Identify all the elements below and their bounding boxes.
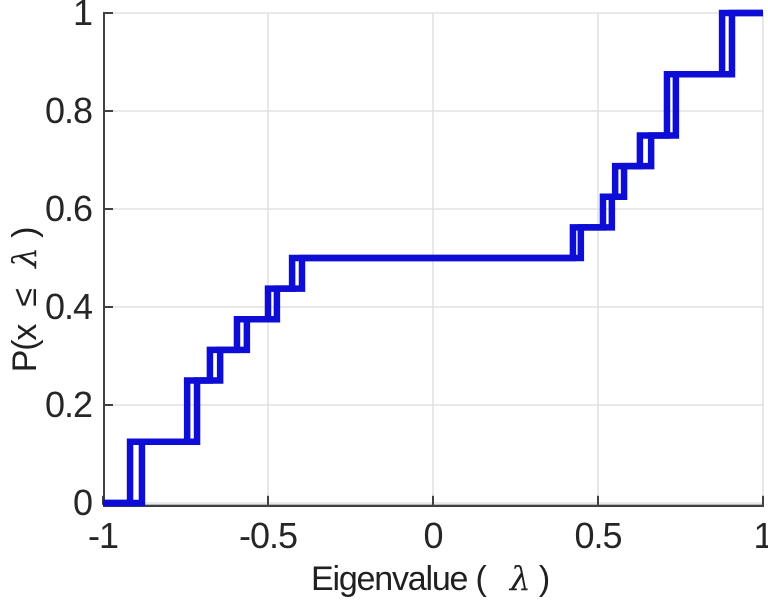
x-tick-label: 0: [423, 515, 442, 556]
x-tick-label: 1: [753, 515, 768, 556]
y-axis-title-close: ): [6, 228, 44, 238]
ecdf-curve-right: [103, 9, 763, 507]
x-axis-title: Eigenvalue ( λ ): [311, 559, 549, 598]
ecdf-curves: [103, 9, 763, 507]
tick-labels: -1 -0.5 0 0.5 1 0 0.2 0.4 0.6 0.8 1: [45, 0, 768, 556]
axes: [103, 12, 764, 507]
y-tick-label: 0.6: [45, 188, 92, 229]
leq-symbol: ≤: [6, 289, 44, 307]
x-axis-title-text: Eigenvalue (: [311, 560, 487, 598]
x-tick-label: 0.5: [574, 515, 621, 556]
y-tick-label: 1: [73, 0, 92, 33]
y-axis-title: P(x ≤ λ ): [5, 228, 44, 372]
y-tick-label: 0.8: [45, 90, 92, 131]
x-tick-label: -1: [88, 515, 118, 556]
y-axis-title-text: P(x: [6, 324, 44, 373]
x-tick-label: -0.5: [239, 515, 297, 556]
lambda-symbol: λ: [508, 559, 530, 598]
y-tick-label: 0: [73, 482, 92, 523]
x-axis-title-close: ): [539, 560, 549, 598]
lambda-symbol: λ: [5, 248, 44, 270]
y-tick-label: 0.4: [45, 286, 92, 327]
y-tick-label: 0.2: [45, 384, 92, 425]
